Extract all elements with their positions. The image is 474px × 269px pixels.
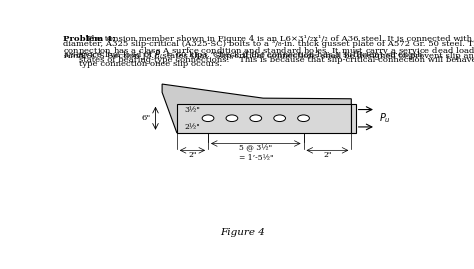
Polygon shape: [162, 84, 351, 133]
Text: 2": 2": [323, 151, 332, 159]
Text: AISCS Section J3.8 states that “Slip-critical connections shall be designed to p: AISCS Section J3.8 states that “Slip-cri…: [77, 52, 474, 60]
Text: 2½": 2½": [184, 122, 201, 130]
Text: a service live load of $P_L$ = 60 kips. Check if the connection has a sufficient: a service live load of $P_L$ = 60 kips. …: [63, 48, 426, 61]
Text: 5 @ 3½"
= 1’-5½": 5 @ 3½" = 1’-5½": [238, 144, 273, 162]
Circle shape: [274, 115, 285, 122]
Text: 6": 6": [142, 114, 151, 122]
Text: $P_u$: $P_u$: [379, 111, 391, 125]
Text: 2": 2": [188, 151, 197, 159]
Circle shape: [226, 115, 238, 122]
Circle shape: [298, 115, 310, 122]
Text: states of bearing-type connections.”  This is because that slip-critical connect: states of bearing-type connections.” Thi…: [80, 56, 474, 64]
Text: connection has a class A surfce condition and standard holes. It must carry a se: connection has a class A surfce conditio…: [63, 44, 474, 57]
Text: Figure 4: Figure 4: [220, 228, 265, 237]
Circle shape: [250, 115, 262, 122]
Text: type connection once slip occurs.: type connection once slip occurs.: [80, 60, 223, 68]
Circle shape: [202, 115, 214, 122]
Text: Problem 4:: Problem 4:: [63, 36, 115, 43]
Text: diameter, A325 slip-critical (A325-SC) bolts to a ³/₈-in. thick gusset plate of : diameter, A325 slip-critical (A325-SC) b…: [63, 40, 474, 48]
Text: Hint:: Hint:: [63, 52, 85, 60]
Text: 3½": 3½": [184, 106, 201, 114]
Bar: [177, 104, 351, 133]
Text: The tension member shown in Figure 4 is an L6×3¹/₂x¹/₂ of A36 steel. It is conne: The tension member shown in Figure 4 is …: [86, 36, 474, 43]
Bar: [351, 104, 356, 133]
